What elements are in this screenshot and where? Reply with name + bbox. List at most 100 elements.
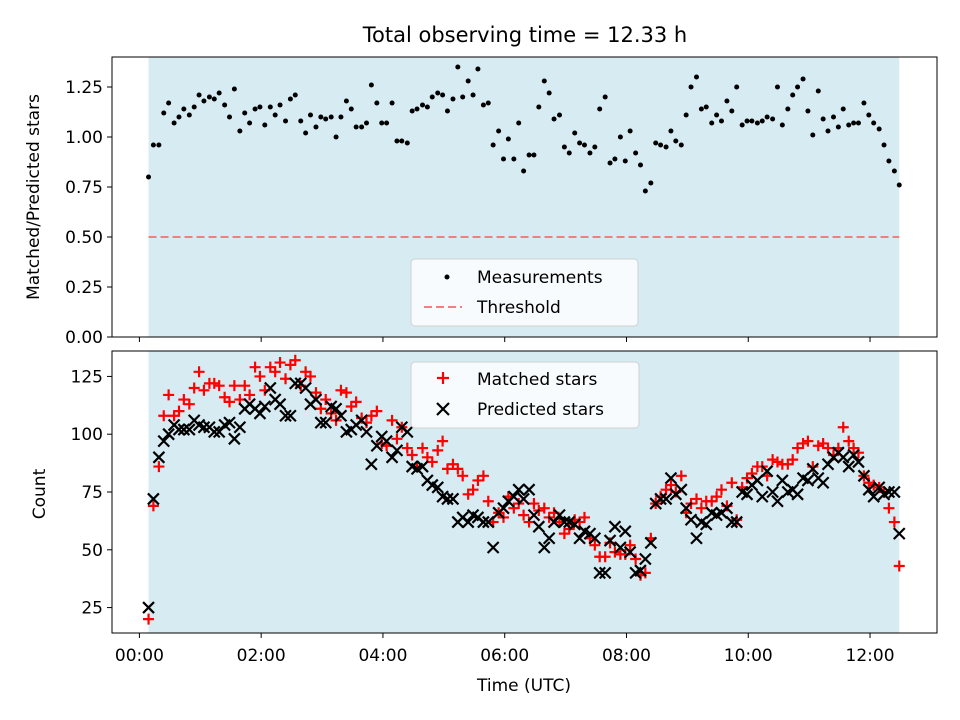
measurement-point (612, 156, 618, 162)
measurement-point (861, 100, 867, 106)
measurement-point (561, 144, 567, 150)
matched-star-point (726, 477, 738, 489)
measurement-point (855, 120, 861, 126)
measurement-point (734, 84, 740, 90)
measurement-point (876, 126, 882, 132)
measurement-point (622, 158, 628, 164)
predicted-star-point (157, 434, 171, 448)
predicted-star-point (147, 492, 160, 506)
predicted-star-point (461, 515, 475, 529)
measurement-point (790, 92, 796, 98)
predicted-star-point (258, 400, 272, 413)
top-legend-box (410, 258, 639, 327)
predicted-star-point (603, 534, 617, 547)
bottom-legend-box (410, 361, 640, 429)
x-tick-label: 08:00 (602, 646, 651, 666)
measurement-point (206, 94, 212, 100)
predicted-star-point (598, 566, 612, 580)
measurement-point (516, 120, 522, 126)
bottom-y-tick-label: 25 (81, 599, 103, 619)
measurement-point (648, 180, 654, 186)
matched-star-point (771, 456, 783, 468)
predicted-star-point (857, 469, 871, 483)
measurement-point (825, 128, 831, 134)
predicted-star-point (847, 448, 860, 462)
predicted-star-point (639, 552, 652, 566)
predicted-star-point (699, 518, 713, 531)
top-panel: 0.00 0.25 0.50 0.75 1.00 1.25 Matched/Predict… (24, 56, 938, 348)
legend-predicted-label: Predicted stars (477, 400, 604, 420)
top-y-tick-label: 1.25 (65, 78, 103, 98)
measurement-point (267, 104, 273, 110)
measurement-point (353, 124, 359, 130)
top-y-tick-label: 1.00 (65, 128, 103, 148)
measurement-point (333, 134, 339, 140)
predicted-star-point (314, 416, 328, 429)
matched-star-point (183, 398, 195, 410)
predicted-star-point (279, 409, 292, 422)
predicted-star-point (558, 515, 571, 529)
measurement-point (450, 96, 456, 102)
top-x-ticks (138, 337, 871, 342)
measurement-point (698, 106, 704, 112)
matched-star-point (624, 539, 636, 551)
measurement-point (658, 142, 664, 148)
matched-star-point (386, 414, 398, 426)
measurement-point (531, 152, 537, 158)
measurement-point (840, 106, 846, 112)
matched-star-point (457, 470, 469, 482)
matched-star-point (675, 470, 687, 482)
legend-measurements-label: Measurements (477, 268, 603, 288)
measurement-point (866, 112, 872, 118)
matched-star-point (893, 560, 905, 572)
measurement-point (800, 76, 806, 82)
matched-star-point (335, 384, 347, 396)
matched-star-point (371, 405, 383, 417)
measurement-point (709, 120, 715, 126)
measurement-point (186, 112, 192, 118)
matched-star-point (340, 387, 352, 399)
predicted-star-point (776, 474, 789, 487)
top-y-tick-label: 0.00 (65, 328, 103, 348)
top-y-axis-label: Matched/Predicted stars (24, 94, 44, 300)
measurement-point (247, 120, 253, 126)
measurement-point (227, 114, 233, 120)
measurement-point (764, 114, 770, 120)
measurement-point (729, 108, 735, 114)
predicted-star-point (623, 545, 637, 559)
predicted-star-point (228, 432, 241, 446)
bottom-y-tick-label: 125 (71, 367, 103, 387)
matched-star-point (888, 516, 900, 528)
matched-star-point (406, 449, 418, 461)
matched-star-point (143, 613, 155, 625)
measurement-point (526, 152, 532, 158)
bottom-y-ticks: 25 50 75 100 125 (71, 367, 112, 619)
matched-star-point (254, 370, 266, 382)
bottom-legend: Matched stars Predicted stars (410, 361, 640, 429)
matched-star-point (695, 502, 707, 514)
predicted-star-point (614, 541, 627, 554)
measurement-point (490, 142, 496, 148)
matched-star-point (153, 461, 165, 473)
predicted-star-point (882, 485, 896, 499)
measurement-point (759, 118, 765, 124)
measurement-point (307, 112, 313, 118)
matched-star-point (802, 435, 814, 447)
measurement-point (368, 82, 374, 88)
legend-predicted-marker (436, 402, 450, 416)
predicted-star-point (512, 483, 525, 496)
measurement-point (237, 128, 243, 134)
measurement-point (846, 122, 852, 128)
measurement-point (262, 122, 268, 128)
matched-star-point (812, 440, 824, 452)
predicted-star-point (852, 455, 865, 469)
measurement-point (389, 100, 395, 106)
measurement-point (653, 140, 659, 146)
measurement-point (557, 112, 563, 118)
predicted-star-point (872, 481, 886, 494)
predicted-star-point (771, 494, 784, 508)
x-tick-label: 04:00 (358, 646, 407, 666)
measurement-point (292, 92, 298, 98)
predicted-star-point (842, 460, 855, 473)
measurement-point (480, 102, 486, 108)
